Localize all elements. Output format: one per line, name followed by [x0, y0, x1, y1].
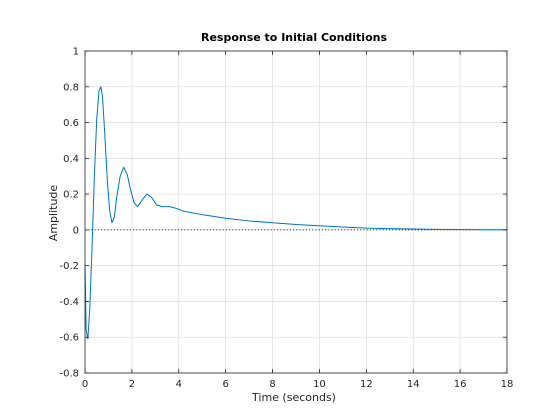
x-axis-label: Time (seconds) — [251, 391, 336, 404]
y-tick-label: 1 — [73, 47, 79, 58]
x-tick-label: 8 — [269, 379, 275, 390]
x-tick-label: 16 — [454, 379, 467, 390]
x-tick-label: 0 — [82, 379, 88, 390]
y-tick-label: -0.6 — [59, 333, 79, 344]
plot-frame — [84, 50, 508, 374]
x-tick-label: 12 — [360, 379, 373, 390]
x-tick-label: 2 — [129, 379, 135, 390]
y-tick-label: 0 — [73, 225, 79, 236]
y-tick-label: -0.2 — [59, 261, 79, 272]
y-tick-label: -0.8 — [59, 369, 79, 380]
x-tick-label: 10 — [313, 379, 326, 390]
plot-area — [85, 51, 507, 373]
x-tick-label: 6 — [222, 379, 228, 390]
y-tick-label: 0.4 — [63, 154, 79, 165]
ticks — [84, 50, 508, 374]
tick-labels: 0 2 4 6 8 10 12 14 16 18 -0.8 -0.6 -0.4 -0.2 0 0.2 0.4 0.… — [59, 47, 513, 391]
response-line — [84, 86, 508, 340]
chart-title: Response to Initial Conditions — [201, 31, 387, 44]
y-tick-label: 0.6 — [63, 118, 79, 129]
series-layer — [84, 86, 508, 340]
y-axis-label: Amplitude — [47, 185, 60, 242]
y-tick-label: 0.2 — [63, 190, 79, 201]
y-tick-label: -0.4 — [59, 297, 79, 308]
x-tick-label: 14 — [407, 379, 420, 390]
x-tick-label: 18 — [501, 379, 514, 390]
x-tick-label: 4 — [176, 379, 182, 390]
y-tick-label: 0.8 — [63, 82, 79, 93]
